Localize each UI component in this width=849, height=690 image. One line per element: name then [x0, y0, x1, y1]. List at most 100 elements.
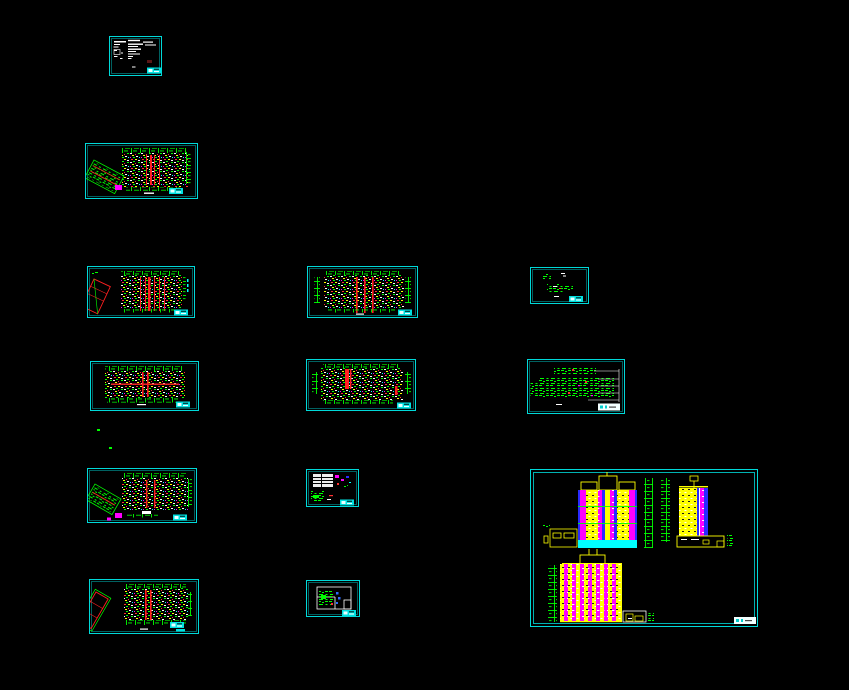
title-stamp: [734, 617, 756, 624]
base-strip: [578, 540, 637, 548]
annex-green-marks: [543, 524, 550, 528]
bottom-dims: [124, 309, 176, 313]
sheet-elevations[interactable]: [530, 469, 758, 627]
plan-row4-mid-drawing: [308, 361, 414, 409]
detail-row4-right-drawing: [529, 361, 623, 412]
dim-ladder-1: [644, 478, 653, 548]
sheet-detail-row4-right[interactable]: [527, 359, 625, 414]
title-stamp: [598, 403, 620, 411]
elevation-side: [676, 475, 733, 548]
red-mark-right: [395, 386, 398, 395]
detail-dash: [553, 286, 557, 287]
elevation-rear: [548, 549, 654, 623]
bottom-dims: [328, 309, 396, 313]
plan-title-text: [140, 628, 148, 630]
facade-stripes: [578, 490, 637, 540]
grid-lines: [356, 277, 374, 313]
green-blob: [321, 595, 326, 599]
sheet-plan-row5-left[interactable]: [87, 468, 197, 523]
blue-marks: [336, 592, 341, 604]
tilted-outline: [90, 588, 112, 632]
plan-body: [124, 588, 188, 620]
magenta-blob: [115, 513, 122, 518]
detail-a: [543, 274, 551, 279]
sheet-plan-row4-mid[interactable]: [306, 359, 416, 411]
grid-lines: [111, 372, 179, 397]
top-dims: [323, 364, 399, 368]
right-dims: [186, 152, 191, 184]
plan-row5-left-drawing: [88, 470, 195, 521]
facade-stripes: [679, 488, 708, 536]
plan-body: [321, 368, 403, 400]
red-line: [350, 369, 352, 389]
tilted-outline: [88, 278, 111, 315]
elevations-drawing: [533, 472, 756, 624]
top-dims: [122, 148, 186, 153]
title-stamp: [147, 67, 161, 74]
white-patch: [142, 511, 151, 514]
detail-text: [556, 404, 562, 405]
white-dash: [327, 499, 331, 500]
corner-marks: [91, 271, 99, 274]
sheet-detail-row6-mid[interactable]: [306, 580, 360, 617]
plan-row4-left-drawing: [92, 363, 197, 409]
stray-mark-1: [97, 429, 100, 431]
elevation-front: [543, 472, 670, 548]
roof-parapet: [562, 549, 622, 565]
sheet-detail-row3-right[interactable]: [530, 267, 589, 304]
notes-table-box: [113, 49, 121, 55]
plan-upper-drawing: [86, 145, 196, 197]
title-stamp: [569, 296, 583, 302]
plan-row3-mid-drawing: [309, 268, 416, 316]
red-smudge: [147, 60, 152, 63]
title-stamp: [169, 188, 183, 194]
red-dash: [329, 495, 333, 497]
sheet-plan-row4-left[interactable]: [90, 361, 199, 411]
sheet-plan-upper[interactable]: [85, 143, 198, 199]
bottom-dims: [126, 620, 186, 625]
notes-text-lines: [113, 39, 156, 68]
title-stamp: [173, 514, 187, 521]
green-marks: [648, 611, 654, 622]
bottom-dims: [107, 398, 181, 403]
sheet-notes[interactable]: [109, 36, 162, 76]
parapet-band: [679, 486, 708, 488]
left-dims: [312, 372, 318, 394]
bottom-dims: [323, 400, 393, 404]
top-dims: [124, 473, 186, 478]
detail-c: [547, 284, 565, 292]
sheet-plan-row6-left[interactable]: [89, 579, 199, 634]
podium: [676, 535, 725, 548]
right-cyan-notes: [187, 279, 189, 292]
sheet-plan-row3-left[interactable]: [87, 266, 195, 318]
top-dims: [105, 366, 183, 371]
right-dims: [405, 372, 411, 394]
title-stamp: [176, 401, 190, 408]
title-stamp: [174, 309, 188, 316]
red-dot: [331, 603, 333, 605]
tilted-wing: [86, 159, 125, 195]
green-notes-left: [530, 383, 539, 396]
title-stamp: [342, 610, 356, 616]
annex-left: [543, 528, 578, 548]
dim-ladder-2: [661, 478, 670, 542]
right-dims: [188, 592, 192, 616]
stamp-extra: [176, 629, 185, 632]
plan-row6-left-drawing: [90, 581, 197, 632]
sheet-plan-row3-mid[interactable]: [307, 266, 418, 318]
grid-lines: [146, 480, 156, 508]
detail-row6-mid-drawing: [308, 582, 358, 616]
base-line: [560, 621, 622, 623]
title-stamp: [170, 622, 184, 628]
red-speck: [559, 288, 561, 289]
magenta-blob: [115, 185, 122, 190]
red-bar: [345, 369, 349, 389]
right-dims: [183, 277, 186, 301]
detail-d: [565, 286, 573, 291]
sheet-detail-row5-mid[interactable]: [306, 469, 359, 507]
title-stamp: [397, 402, 411, 409]
top-dims: [121, 271, 179, 275]
plan-body: [120, 275, 182, 309]
grid-lines: [145, 590, 152, 620]
